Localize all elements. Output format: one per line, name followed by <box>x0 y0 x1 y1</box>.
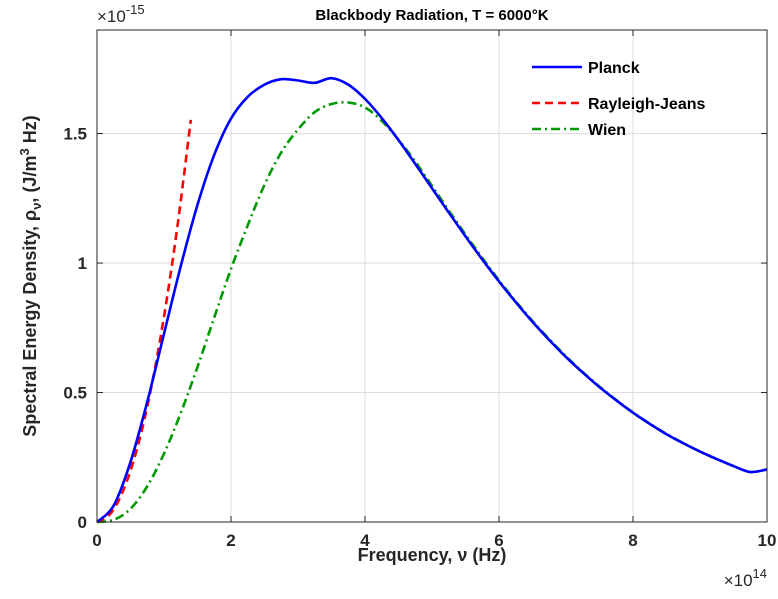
y-tick-label: 0 <box>78 513 87 532</box>
y-tick-label: 1.5 <box>63 125 87 144</box>
grid <box>97 30 767 522</box>
legend-label-planck: Planck <box>588 60 640 77</box>
series-line-wien <box>96 100 768 524</box>
legend-label-wien: Wien <box>588 122 626 139</box>
x-tick-label: 4 <box>360 531 370 550</box>
x-tick-label: 6 <box>494 531 503 550</box>
x-tick-label: 2 <box>226 531 235 550</box>
y-tick-label: 1 <box>78 254 87 273</box>
axis-ticks: 0 2 4 6 8 10 0 0.5 1 1.5 <box>63 30 776 550</box>
chart-title: Blackbody Radiation, T = 6000°K <box>315 7 548 24</box>
x-multiplier: ×1014 <box>724 566 767 590</box>
legend: Planck Rayleigh-Jeans Wien <box>532 60 705 139</box>
y-tick-label: 0.5 <box>63 384 87 403</box>
legend-label-rayleigh-jeans: Rayleigh-Jeans <box>588 96 705 113</box>
x-tick-label: 0 <box>92 531 101 550</box>
y-axis-label: Spectral Energy Density, ρν, (J/m3 Hz) <box>17 115 44 436</box>
plot-frame <box>96 29 768 523</box>
x-tick-label: 8 <box>628 531 637 550</box>
x-tick-label: 10 <box>758 531 777 550</box>
series-layer <box>96 76 768 524</box>
x-axis-label: Frequency, ν (Hz) <box>358 545 507 565</box>
plot-area <box>97 30 767 522</box>
y-multiplier: ×10-15 <box>97 2 145 26</box>
series-line-planck <box>96 76 768 523</box>
